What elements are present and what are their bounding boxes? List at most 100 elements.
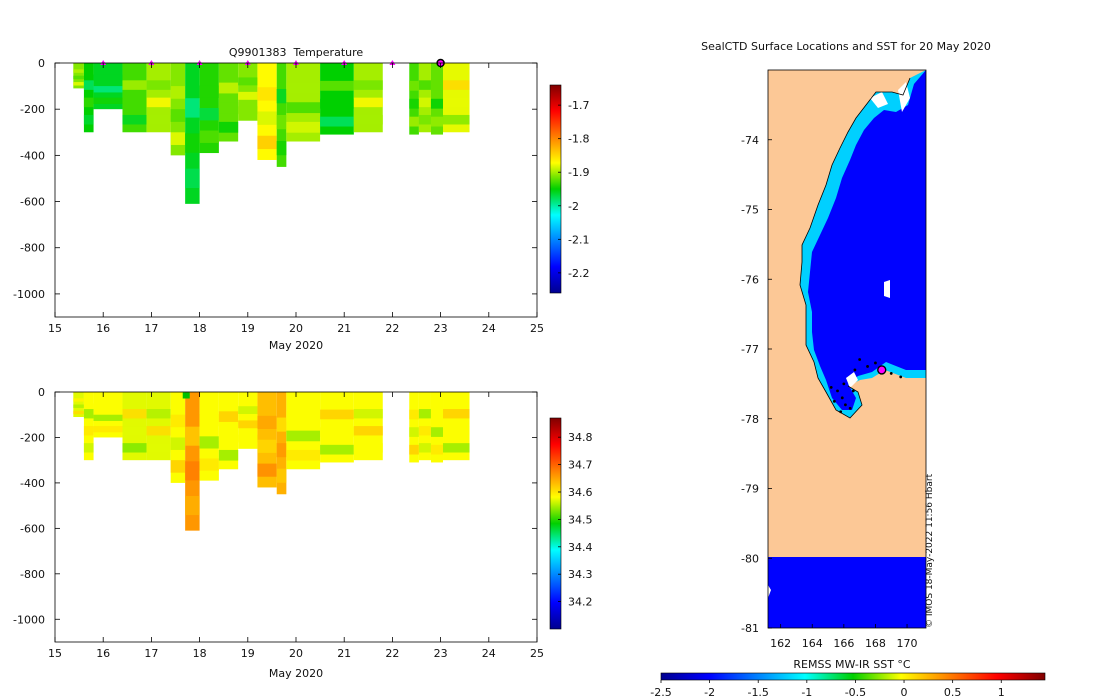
temp-x-tick-label: 24 [482, 322, 496, 335]
map-x-tick-label: 168 [865, 637, 886, 650]
temp-profile-band [418, 97, 431, 108]
ctd-track-point [840, 396, 844, 400]
ctd-track-points [829, 358, 903, 414]
temp-profile-band [430, 98, 444, 109]
temp-colorbar-tick-label: -1.7 [568, 99, 589, 112]
temp-x-tick-label: 18 [193, 322, 207, 335]
sal-profile-band [170, 460, 186, 473]
sal-profile-band [430, 409, 444, 420]
sal-profile-band [122, 426, 147, 436]
map-title: SealCTD Surface Locations and SST for 20… [701, 40, 991, 53]
temp-profile-band [320, 80, 354, 91]
temp-profile-band [199, 108, 219, 121]
temp-profile-band [146, 97, 171, 108]
sal-y-tick-label: -1000 [13, 613, 45, 626]
sal-x-tick-label: 22 [385, 647, 399, 660]
ctd-track-point [874, 361, 877, 365]
sal-profile-band [409, 409, 419, 420]
temp-colorbar-tick-label: -1.9 [568, 166, 589, 179]
current-location-marker [877, 365, 887, 375]
ctd-track-point [836, 389, 839, 393]
sal-profile-band [353, 443, 383, 453]
sst-map-panel: SealCTD Surface Locations and SST for 20… [650, 40, 1046, 699]
temp-profile-band [73, 82, 84, 86]
map-y-tick-label: -81 [741, 622, 759, 635]
temp-x-tick-label: 25 [530, 322, 544, 335]
temp-x-tick-label: 20 [289, 322, 303, 335]
temp-profile-band [443, 114, 470, 125]
coastline [799, 77, 911, 419]
sst-colorbar-label: REMSS MW-IR SST °C [793, 658, 911, 671]
temp-profile-band [320, 116, 354, 127]
sal-colorbar-tick-label: 34.2 [568, 596, 593, 609]
sal-profile-band [238, 434, 258, 443]
ctd-track-point [844, 403, 847, 407]
sal-profile-band [276, 417, 287, 432]
temp-profile-band [122, 80, 147, 90]
ctd-track-point [842, 382, 846, 386]
sal-profile-band [185, 461, 200, 481]
temp-profile-band [286, 102, 321, 114]
temperature-title: Q9901383 Temperature [229, 46, 364, 59]
temp-profile-band [238, 91, 258, 100]
sst-colorbar-tick-label: -1 [801, 686, 812, 699]
map-x-tick-label: 162 [770, 637, 791, 650]
salinity-y-axis: 0 -200 -400 -600 -800 -1000 [13, 386, 537, 626]
sst-colorbar-tick-label: 0 [901, 686, 908, 699]
temp-profile-band [185, 98, 200, 118]
temp-profile-band [83, 114, 94, 125]
sal-colorbar-tick-label: 34.7 [568, 459, 593, 472]
salinity-cells [73, 392, 470, 531]
sal-profile-band [320, 427, 354, 437]
sal-profile-band [83, 426, 94, 436]
temp-profile-band [320, 98, 354, 109]
sal-profile-band [218, 449, 239, 461]
sal-profile-band [409, 444, 419, 455]
sal-profile-band [185, 495, 200, 516]
sal-profile-band [218, 430, 239, 442]
sst-colorbar-tick-label: 0.5 [944, 686, 962, 699]
sample-marker [244, 60, 251, 65]
sal-profile-band [353, 426, 383, 436]
temp-profile-band [443, 80, 470, 90]
temp-profile-band [238, 77, 258, 86]
temperature-panel: Q9901383 Temperature 0 -200 -400 -600 -800 -1… [13, 46, 589, 352]
temp-profile-band [170, 86, 186, 99]
sea-ice-patch [768, 585, 771, 598]
map-y-tick-label: -79 [741, 483, 759, 496]
sal-profile-band [353, 409, 383, 419]
temp-profile-band [73, 69, 84, 73]
sal-profile-band [185, 426, 200, 446]
map-y-tick-label: -75 [741, 204, 759, 217]
credit-text: © IMOS 18-May-2022 11:56 Hbart [925, 473, 935, 628]
salinity-panel: 0 -200 -400 -600 -800 -1000 15 16 17 18 19 20 21 22 2… [13, 386, 592, 680]
ctd-track-point [866, 365, 869, 368]
temp-profile-band [257, 111, 277, 125]
temp-profile-band [257, 135, 277, 150]
sample-marker [293, 60, 299, 65]
temperature-colorbar [549, 84, 562, 294]
sal-colorbar-tick-label: 34.5 [568, 513, 593, 526]
sst-colorbar-tick-label: -1.5 [747, 686, 768, 699]
sal-profile-band [443, 443, 470, 453]
temp-x-tick-label: 17 [144, 322, 158, 335]
sal-profile-band [286, 411, 321, 422]
sal-profile-band [443, 409, 470, 419]
sal-y-tick-label: -800 [20, 568, 45, 581]
map-y-tick-label: -76 [741, 273, 759, 286]
sal-profile-band [146, 409, 171, 419]
temp-profile-band [409, 98, 419, 109]
sst-colorbar-ticks: -2.5 -2 -1.5 -1 -0.5 0 0.5 1 [650, 680, 1005, 699]
temperature-x-axis: 15 16 17 18 19 20 21 22 23 24 25 [48, 63, 544, 335]
sal-profile-band [238, 420, 258, 429]
sal-profile-band [257, 415, 277, 429]
ctd-track-point [829, 385, 833, 389]
sal-profile-band [73, 398, 84, 402]
salinity-markers [182, 392, 190, 399]
temp-profile-band [418, 80, 431, 90]
sal-x-tick-label: 23 [434, 647, 448, 660]
sal-x-tick-label: 15 [48, 647, 62, 660]
sal-profile-band [409, 427, 419, 437]
ctd-track-point [853, 368, 857, 372]
ctd-track-point [889, 372, 893, 375]
